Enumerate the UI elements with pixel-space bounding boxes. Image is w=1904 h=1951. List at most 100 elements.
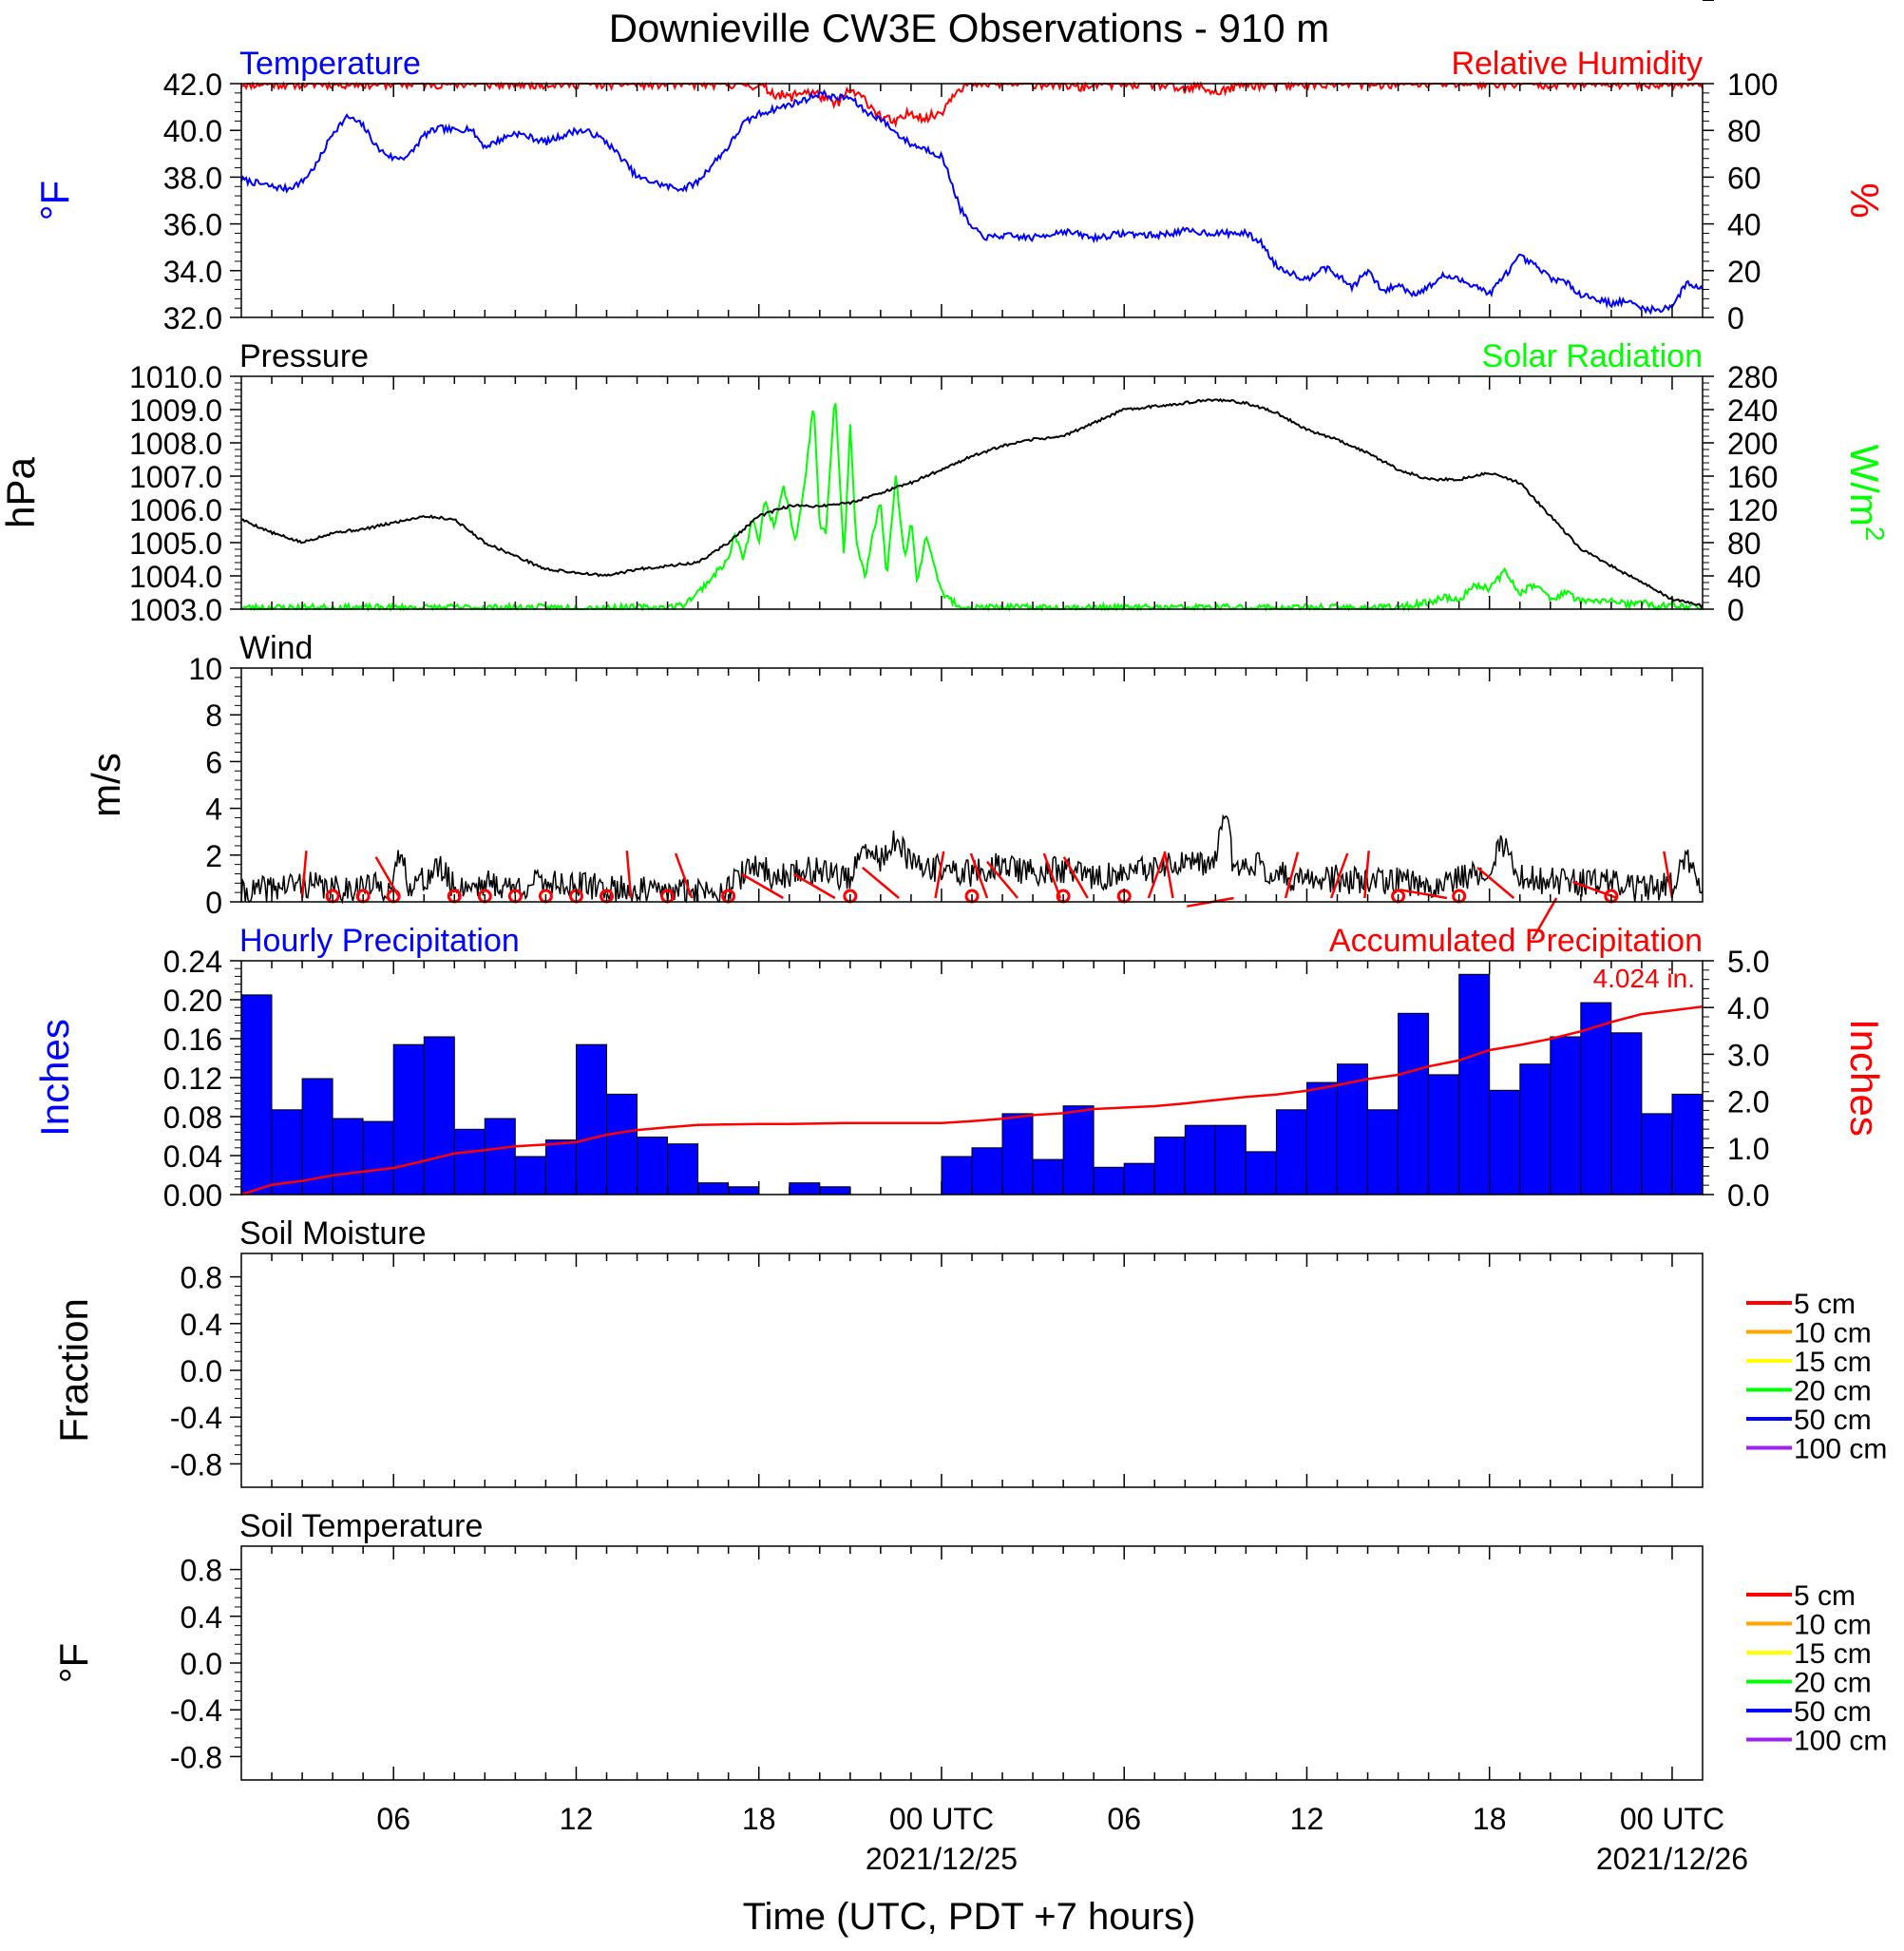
precip-bar [667, 1143, 699, 1195]
wind-barb [1284, 851, 1300, 899]
right-tick-label: 280 [1727, 360, 1778, 394]
right-tick-label: 1.0 [1727, 1132, 1769, 1166]
left-tick-label: 1007.0 [129, 460, 222, 494]
precip-bar [544, 1139, 577, 1195]
temperature-humidity-panel: 32.0 34.0 36.0 38.0 40.0 42.0 0 20 40 60 80 100 Temp… [32, 46, 1887, 335]
precip-bar [1398, 1012, 1430, 1195]
left-tick-label: 0.16 [163, 1023, 222, 1057]
right-tick-label: 80 [1727, 526, 1761, 561]
left-tick-label: 40.0 [163, 114, 222, 148]
legend-label: 15 cm [1794, 1347, 1872, 1378]
right-tick-label: 40 [1727, 560, 1761, 594]
precip-bar [1550, 1036, 1582, 1195]
x-tick-label: 12 [1290, 1802, 1324, 1836]
temperature-title: Temperature [239, 46, 421, 82]
precip-bar [941, 1156, 973, 1195]
precip-bar [423, 1036, 455, 1195]
legend-label: 15 cm [1794, 1638, 1872, 1670]
x-tick-label: 00 UTC [1620, 1802, 1724, 1836]
right-tick-label: 3.0 [1727, 1038, 1769, 1072]
precip-bar [1489, 1089, 1521, 1195]
left-tick-label: 1003.0 [129, 593, 222, 627]
left-tick-label: -0.8 [170, 1447, 222, 1482]
temperature-unit-label: °F [32, 181, 77, 220]
left-tick-label: 0.00 [163, 1178, 222, 1213]
left-tick-label: 0.0 [181, 1354, 222, 1388]
right-tick-label: 0 [1727, 301, 1744, 335]
precip-bar [1275, 1109, 1307, 1195]
left-tick-label: 0.8 [181, 1261, 222, 1295]
x-date-label: 2021/12/26 [1596, 1842, 1748, 1876]
right-tick-label: 240 [1727, 393, 1778, 428]
precip-bar [1184, 1124, 1216, 1195]
precip-bar [819, 1186, 851, 1195]
wind-barb [625, 851, 633, 899]
precip-bar [1367, 1109, 1399, 1195]
panels: 32.034.036.038.040.042.0020406080100Temp… [0, 0, 1890, 1781]
accumulated-unit-label: Inches [1842, 1019, 1887, 1137]
right-tick-label: 0 [1727, 593, 1744, 627]
precip-bar [1153, 1137, 1186, 1195]
precip-bar [514, 1156, 546, 1195]
wind-barb [1476, 866, 1515, 899]
legend-label: 20 cm [1794, 1668, 1872, 1699]
wind-barb [969, 852, 989, 899]
solar-radiation-line [240, 403, 1704, 613]
left-tick-label: 6 [205, 745, 222, 779]
soil-moisture-panel: -0.8 -0.4 0.0 0.4 0.8 Soil Moisture Fraction 5 … [51, 0, 1887, 1488]
wind-barb [1532, 897, 1558, 940]
precip-bar [606, 1093, 638, 1195]
left-tick-label: 0.4 [181, 1600, 222, 1635]
left-tick-label: 0.24 [163, 945, 222, 979]
wind-barb [300, 851, 308, 899]
humidity-unit-label: % [1842, 182, 1887, 218]
left-tick-label: 0.20 [163, 984, 222, 1018]
legend-label: 10 cm [1794, 1318, 1872, 1349]
precip-bar [1306, 1081, 1338, 1195]
pressure-unit-label: hPa [0, 456, 43, 527]
x-tick-label: 00 UTC [889, 1802, 994, 1836]
left-tick-label: 0.4 [181, 1308, 222, 1342]
left-tick-label: 8 [205, 698, 222, 733]
plot-frame [240, 1545, 1704, 1781]
plot-frame [240, 375, 1704, 610]
right-tick-label: 120 [1727, 493, 1778, 527]
precip-unit-label: Inches [32, 1019, 77, 1137]
wind-barb [861, 866, 900, 899]
precip-bar [453, 1128, 486, 1195]
right-tick-label: 40 [1727, 208, 1761, 242]
left-tick-label: 1005.0 [129, 526, 222, 561]
wind-barb [1663, 851, 1674, 899]
temperature-line [240, 88, 1704, 316]
right-tick-label: 20 [1727, 255, 1761, 289]
wind-barb [985, 860, 1019, 899]
precip-bar [637, 1137, 668, 1195]
accumulated-precip-title: Accumulated Precipitation [1329, 923, 1703, 959]
chart-title: Downieville CW3E Observations - 910 m [609, 6, 1330, 50]
legend-label: 5 cm [1794, 1289, 1856, 1320]
precip-bar [1671, 1093, 1704, 1195]
precip-bar [1093, 1166, 1125, 1195]
precip-bar [1580, 1002, 1612, 1195]
left-tick-label: -0.4 [170, 1693, 222, 1728]
right-tick-label: 200 [1727, 427, 1778, 461]
right-tick-label: 4.0 [1727, 991, 1769, 1025]
precip-bar [1062, 1105, 1095, 1195]
precip-bar [1032, 1158, 1064, 1195]
left-tick-label: -0.4 [170, 1401, 222, 1435]
left-tick-label: 1009.0 [129, 393, 222, 428]
soil-temperature-title: Soil Temperature [239, 1508, 483, 1544]
x-date-label: 2021/12/25 [866, 1842, 1018, 1876]
precip-bar [697, 1182, 730, 1195]
precip-bar [332, 1118, 364, 1195]
precip-bar [1214, 1124, 1247, 1195]
legend-label: 100 cm [1794, 1434, 1887, 1465]
wind-barb [1363, 851, 1370, 899]
left-tick-label: 4 [205, 793, 222, 827]
solar-unit-label: W/m2 [1842, 445, 1890, 542]
precip-bar [789, 1182, 821, 1195]
plot-frame [240, 1253, 1704, 1488]
right-tick-label: 5.0 [1727, 945, 1769, 979]
